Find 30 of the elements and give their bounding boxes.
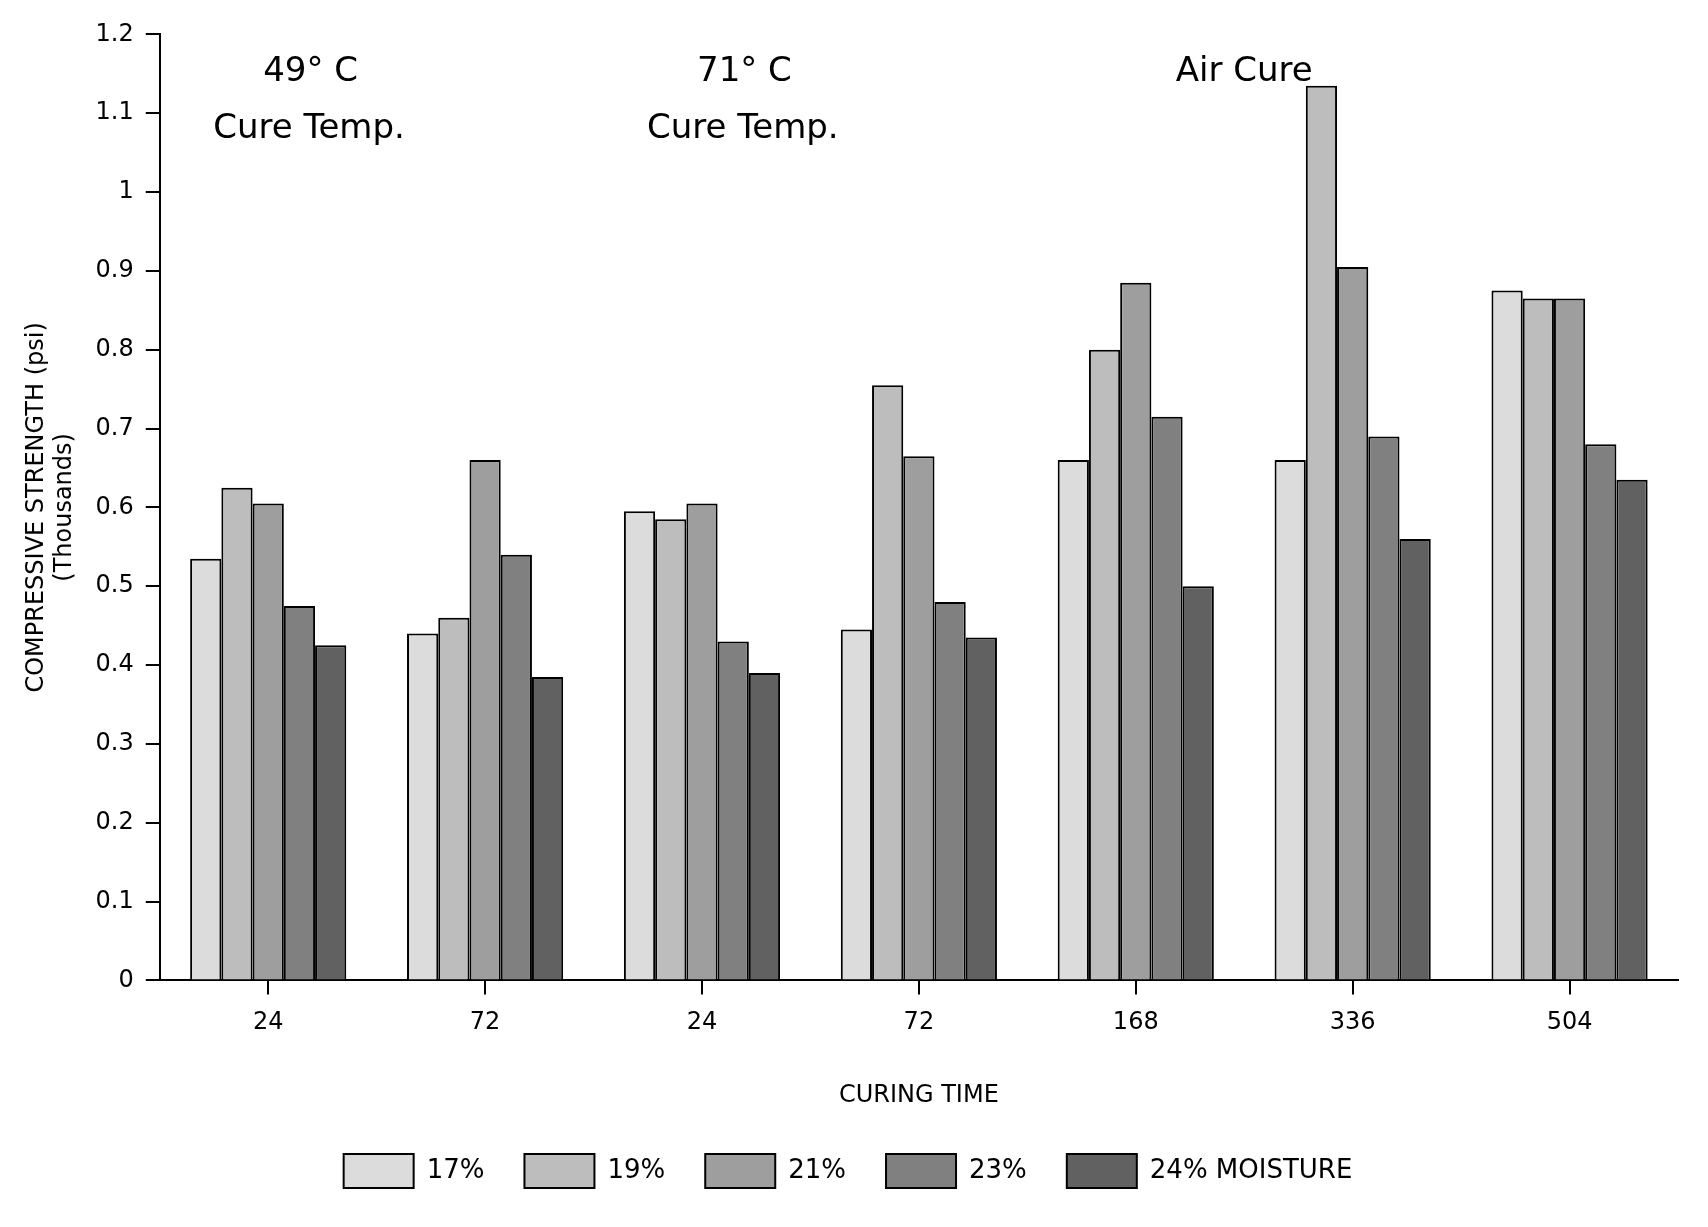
x-tick-label: 72 [469,1007,501,1036]
x-tick-label: 72 [903,1007,935,1036]
annotation: 71° C Cure Temp. [646,49,839,147]
x-tick-label: 336 [1329,1007,1376,1036]
y-tick-label: 0.2 [95,806,134,835]
y-tick-label: 1 [118,176,134,205]
x-tick-label: 168 [1112,1007,1159,1036]
legend-label: 19% [607,1153,666,1184]
y-tick-label: 0.3 [95,728,134,757]
y-tick-label: 0.9 [95,255,134,284]
x-tick-label: 24 [686,1007,718,1036]
legend-label: 21% [788,1153,847,1184]
y-tick-label: 1.1 [95,97,134,126]
y-tick-label: 0 [118,964,134,993]
legend-label: 17% [426,1153,485,1184]
x-tick-label: 24 [252,1007,284,1036]
x-tick-label: 504 [1546,1007,1593,1036]
y-tick-label: 0.8 [95,333,134,362]
y-tick-label: 0.6 [95,491,134,520]
y-tick-label: 1.2 [95,18,134,47]
legend-label: 23% [969,1153,1027,1184]
y-tick-label: 0.7 [95,412,134,441]
annotation: Air Cure [1175,49,1313,90]
y-axis-title: COMPRESSIVE STRENGTH (psi) (Thousands) [20,322,78,693]
x-axis-title: CURING TIME [838,1079,999,1108]
y-tick-label: 0.1 [95,885,134,914]
y-tick-label: 0.5 [95,570,134,599]
legend-label: 24% MOISTURE [1149,1153,1353,1184]
annotation: 49° C Cure Temp. [213,49,405,147]
y-tick-label: 0.4 [95,649,134,678]
